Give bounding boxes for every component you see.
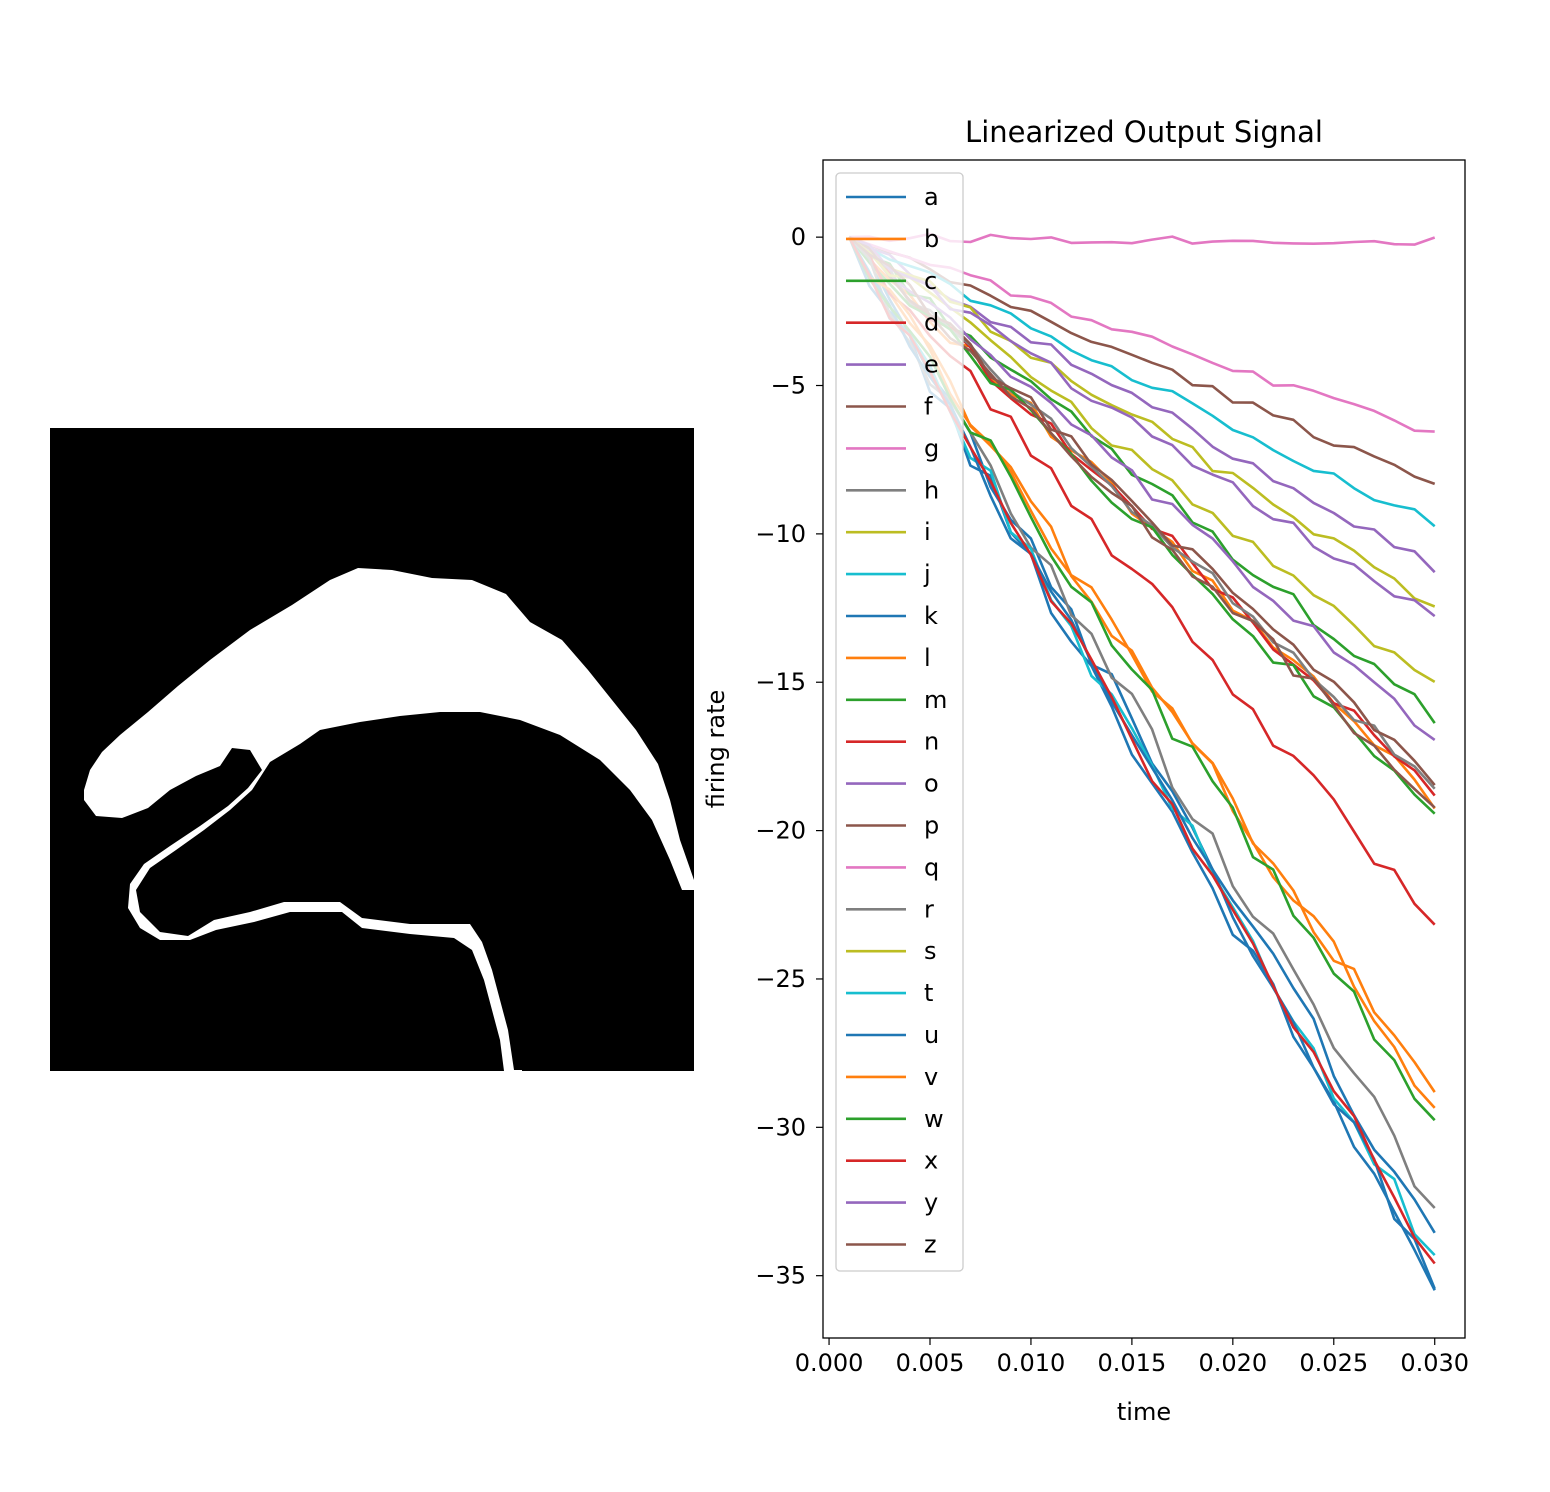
x-tick-label: 0.025 [1299,1349,1368,1377]
x-tick-label: 0.015 [1098,1349,1167,1377]
x-axis-label: time [1117,1398,1171,1426]
legend-label-v: v [924,1063,938,1091]
legend-label-o: o [924,770,939,798]
y-tick-label: −35 [755,1262,806,1290]
y-tick-label: −10 [755,520,806,548]
y-axis-label: firing rate [702,690,730,808]
legend-box [835,172,964,1272]
legend-label-j: j [923,560,931,588]
legend-label-k: k [924,602,938,630]
legend-label-f: f [924,393,933,421]
legend-label-m: m [924,686,947,714]
legend-label-e: e [924,351,939,379]
y-tick-label: −5 [771,372,806,400]
digit-image-panel [50,428,694,1071]
legend-label-b: b [924,225,939,253]
x-axis-ticks: 0.000 0.005 0.010 0.015 0.020 0.025 0.030 [795,1338,1469,1377]
image-shape [84,568,694,1071]
legend-label-y: y [924,1189,938,1217]
legend-label-a: a [924,183,939,211]
y-tick-label: −30 [755,1113,806,1141]
y-tick-label: 0 [791,223,806,251]
legend-label-z: z [924,1231,937,1259]
legend-label-w: w [924,1105,944,1133]
legend-label-t: t [924,979,933,1007]
legend-label-r: r [924,895,934,923]
legend-label-d: d [924,309,939,337]
x-tick-label: 0.005 [896,1349,965,1377]
x-tick-label: 0.030 [1400,1349,1469,1377]
x-tick-label: 0.000 [795,1349,864,1377]
legend-label-g: g [924,434,939,462]
legend-label-q: q [924,853,939,881]
y-tick-label: −15 [755,668,806,696]
legend-label-p: p [924,812,939,840]
legend-label-i: i [924,518,931,546]
x-tick-label: 0.020 [1198,1349,1267,1377]
legend-label-n: n [924,728,939,756]
legend-label-l: l [924,644,931,672]
legend-label-h: h [924,476,939,504]
legend-label-s: s [924,937,937,965]
legend-label-u: u [924,1021,939,1049]
plot-area [822,159,1466,1339]
legend-label-c: c [924,267,937,295]
x-tick-label: 0.010 [997,1349,1066,1377]
y-axis-ticks: 0 −5 −10 −15 −20 −25 −30 −35 [755,223,823,1290]
chart-title: Linearized Output Signal [965,115,1323,149]
y-tick-label: −20 [755,817,806,845]
legend-label-x: x [924,1147,938,1175]
y-tick-label: −25 [755,965,806,993]
